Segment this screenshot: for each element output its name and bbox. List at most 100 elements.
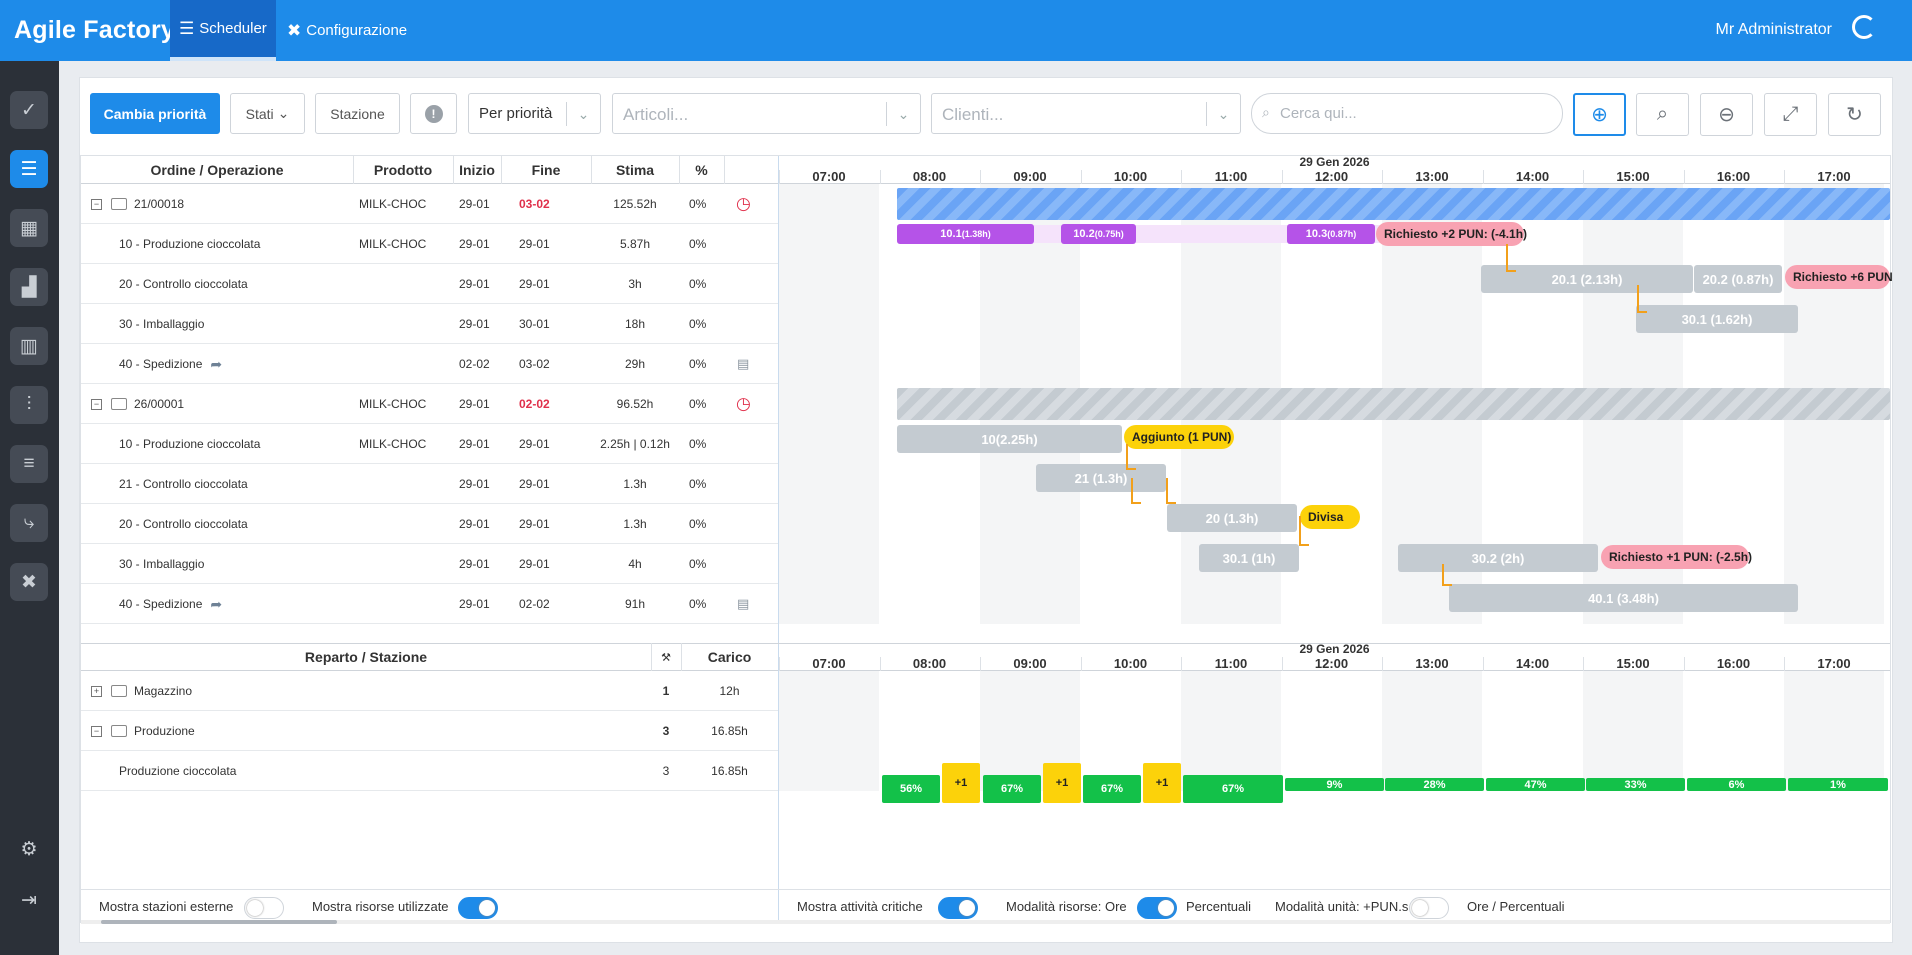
header-dept[interactable]: Reparto / Stazione xyxy=(304,649,428,665)
ext-stations-toggle[interactable] xyxy=(244,897,284,919)
calendar-icon[interactable]: ▦ xyxy=(10,209,48,247)
table-row[interactable]: 30 - Imballaggio 29-01 29-01 4h 0% xyxy=(81,544,778,584)
table-row[interactable]: − 21/00018 MILK-CHOC 29-01 03-02 125.52h 0% ◷ xyxy=(81,184,778,224)
load-bar[interactable]: +1 xyxy=(1143,763,1181,803)
header-start[interactable]: Inizio xyxy=(459,162,495,178)
op-bar-30-1[interactable]: 30.1 (1.62h) xyxy=(1636,305,1798,333)
clock-alert-icon[interactable]: ◷ xyxy=(736,394,751,413)
nav-configurazione[interactable]: ✖ Configurazione xyxy=(278,0,416,61)
table-row[interactable]: − 26/00001 MILK-CHOC 29-01 02-02 96.52h 0% ◷ xyxy=(81,384,778,424)
op-bar-20-1[interactable]: 20.1 (2.13h) xyxy=(1481,265,1693,293)
refresh-button[interactable]: ↻ xyxy=(1828,93,1881,136)
user-name[interactable]: Mr Administrator xyxy=(1715,21,1832,38)
critical-toggle[interactable] xyxy=(938,897,978,919)
resource-row[interactable]: Produzione cioccolata 3 16.85h xyxy=(81,751,778,791)
zoom-in-icon: ⊕ xyxy=(1591,104,1608,126)
factory-icon[interactable]: ▟ xyxy=(10,268,48,306)
load-bar[interactable]: 1% xyxy=(1788,778,1888,791)
header-load[interactable]: Carico xyxy=(707,649,752,665)
clients-select[interactable]: Clienti... ⌄ xyxy=(931,93,1241,134)
op-bar-30-1[interactable]: 30.1 (1h) xyxy=(1199,544,1299,572)
request-tag[interactable]: Richiesto +2 PUN: (-4.1h) xyxy=(1376,222,1527,246)
fit-screen-button[interactable]: ⤢ xyxy=(1764,93,1817,136)
bar-chart-icon[interactable]: ▥ xyxy=(10,327,48,365)
res-mode-toggle[interactable] xyxy=(1137,897,1177,919)
search-button[interactable]: ⌕ xyxy=(1636,93,1689,136)
header-pct[interactable]: % xyxy=(695,162,708,178)
alert-button[interactable]: ! xyxy=(410,93,457,134)
order-bar[interactable] xyxy=(897,188,1890,220)
op-bar-40-1[interactable]: 40.1 (3.48h) xyxy=(1449,584,1798,612)
used-resources-toggle[interactable] xyxy=(458,897,498,919)
station-button[interactable]: Stazione xyxy=(315,93,400,134)
load-bar[interactable]: 6% xyxy=(1687,778,1786,791)
horizontal-scrollbar[interactable] xyxy=(81,920,1890,924)
load-bar[interactable]: 67% xyxy=(1083,775,1141,803)
collapse-toggle-icon[interactable]: − xyxy=(91,198,102,210)
table-row[interactable]: 40 - Spedizione ➦ 29-01 02-02 91h 0% ▤ xyxy=(81,584,778,624)
table-row[interactable]: 40 - Spedizione ➦ 02-02 03-02 29h 0% ▤ xyxy=(81,344,778,384)
scrollbar-thumb[interactable] xyxy=(101,920,337,924)
logout-icon[interactable]: ⇥ xyxy=(21,889,37,911)
op-bar-30-2[interactable]: 30.2 (2h) xyxy=(1398,544,1598,572)
op-bar-21[interactable]: 21 (1.3h) xyxy=(1036,464,1166,492)
calendar-icon[interactable]: ▤ xyxy=(737,356,750,371)
unit-mode-toggle[interactable] xyxy=(1409,897,1449,919)
zoom-in-button[interactable]: ⊕ xyxy=(1573,93,1626,136)
sort-select[interactable]: Per priorità ⌄ xyxy=(468,93,601,134)
collapse-toggle-icon[interactable]: − xyxy=(91,398,102,410)
clipboard-check-icon[interactable]: ✓ xyxy=(10,91,48,129)
load-bar[interactable]: 67% xyxy=(983,775,1041,803)
header-product[interactable]: Prodotto xyxy=(373,162,433,178)
load-bar[interactable]: +1 xyxy=(942,763,980,803)
load-bar[interactable]: 28% xyxy=(1385,778,1484,791)
load-bar[interactable]: 9% xyxy=(1285,778,1384,791)
expand-toggle-icon[interactable]: + xyxy=(91,685,102,697)
header-order[interactable]: Ordine / Operazione xyxy=(150,162,284,178)
zoom-out-button[interactable]: ⊖ xyxy=(1700,93,1753,136)
op-bar-20[interactable]: 20 (1.3h) xyxy=(1167,504,1297,532)
table-row[interactable]: 20 - Controllo cioccolata 29-01 29-01 1.3h 0… xyxy=(81,504,778,544)
scheduler-icon[interactable]: ☰ xyxy=(10,150,48,188)
header-end[interactable]: Fine xyxy=(531,162,561,178)
expand-toggle-icon[interactable]: − xyxy=(91,725,102,737)
brand-logo[interactable]: Agile Factory xyxy=(14,16,175,44)
added-tag[interactable]: Aggiunto (1 PUN) xyxy=(1124,425,1234,449)
tools-icon[interactable]: ✖ xyxy=(10,563,48,601)
op-bar-20-2[interactable]: 20.2 (0.87h) xyxy=(1694,265,1782,293)
states-dropdown[interactable]: Stati ⌄ xyxy=(230,93,305,134)
list-icon[interactable]: ≡ xyxy=(10,445,48,483)
table-row[interactable]: 10 - Produzione cioccolata MILK-CHOC 29-01… xyxy=(81,224,778,264)
table-row[interactable]: 20 - Controllo cioccolata 29-01 29-01 3h 0% xyxy=(81,264,778,304)
request-tag[interactable]: Richiesto +6 PUN xyxy=(1785,265,1893,289)
articles-select[interactable]: Articoli... ⌄ xyxy=(612,93,921,134)
nav-scheduler[interactable]: ☰ Scheduler xyxy=(170,0,276,61)
split-tag[interactable]: Divisa xyxy=(1300,505,1360,529)
user-menu-icon[interactable] xyxy=(1852,15,1876,39)
op-bar-10-2[interactable]: 10.2 (0.75h) xyxy=(1061,224,1136,244)
table-row[interactable]: 21 - Controllo cioccolata 29-01 29-01 1.3h 0… xyxy=(81,464,778,504)
change-priority-button[interactable]: Cambia priorità xyxy=(90,93,220,134)
load-bar[interactable]: +1 xyxy=(1043,763,1081,803)
order-bar[interactable] xyxy=(897,388,1890,420)
resource-load: 12h xyxy=(719,684,740,698)
resource-row[interactable]: − Produzione 3 16.85h xyxy=(81,711,778,751)
load-bar[interactable]: 47% xyxy=(1486,778,1585,791)
op-bar-10-1[interactable]: 10.1 (1.38h) xyxy=(897,224,1034,244)
route-icon[interactable]: ⤷ xyxy=(10,504,48,542)
clock-alert-icon[interactable]: ◷ xyxy=(736,194,751,213)
header-estimate[interactable]: Stima xyxy=(615,162,655,178)
op-bar-10[interactable]: 10(2.25h) xyxy=(897,425,1122,453)
load-bar[interactable]: 67% xyxy=(1183,775,1283,803)
line-chart-icon[interactable]: ⫶ xyxy=(10,386,48,424)
search-input[interactable]: ⌕ Cerca qui... xyxy=(1251,93,1563,134)
table-row[interactable]: 30 - Imballaggio 29-01 30-01 18h 0% xyxy=(81,304,778,344)
request-tag[interactable]: Richiesto +1 PUN: (-2.5h) xyxy=(1601,545,1752,569)
gear-icon[interactable]: ⚙ xyxy=(20,838,38,860)
resource-row[interactable]: + Magazzino 1 12h xyxy=(81,671,778,711)
op-bar-10-3[interactable]: 10.3 (0.87h) xyxy=(1287,224,1375,244)
calendar-icon[interactable]: ▤ xyxy=(737,596,750,611)
load-bar[interactable]: 33% xyxy=(1586,778,1685,791)
table-row[interactable]: 10 - Produzione cioccolata MILK-CHOC 29-01… xyxy=(81,424,778,464)
load-bar[interactable]: 56% xyxy=(882,775,940,803)
